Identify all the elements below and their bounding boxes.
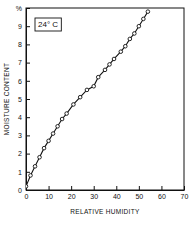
y-tick-mark: [26, 99, 30, 100]
y-axis: 0 1 2 3 4 5 6 7 8 9%: [16, 5, 30, 194]
x-axis: 0 10 20 30 40 50 60 70: [25, 186, 189, 200]
data-point: [142, 17, 146, 21]
data-point: [119, 50, 123, 54]
y-tick: 3: [18, 132, 30, 139]
y-tick-mark: [26, 81, 30, 82]
x-tick-mark: [71, 186, 72, 190]
y-tick-label: %: [16, 5, 22, 12]
x-tick-label: 30: [90, 193, 98, 200]
y-tick-label: 6: [18, 78, 22, 85]
x-tick-label: 0: [25, 193, 29, 200]
x-axis-line: [27, 190, 185, 191]
x-tick: 20: [68, 186, 76, 200]
y-tick: 8: [18, 41, 30, 48]
data-point: [124, 44, 128, 48]
x-tick: 30: [90, 186, 98, 200]
data-point: [146, 10, 150, 14]
y-tick-mark: [26, 135, 30, 136]
x-tick-label: 70: [181, 193, 189, 200]
chart: 0 10 20 30 40 50 60 70 0 1 2 3 4 5 6 7 8 9% 24° C RELATIVE …: [0, 0, 190, 249]
data-point: [78, 95, 82, 99]
x-tick-label: 20: [68, 193, 76, 200]
y-tick-label: 7: [18, 59, 22, 66]
y-tick-mark: [26, 8, 30, 9]
series-line: [26, 12, 148, 187]
data-point: [42, 146, 46, 150]
y-tick-mark: [26, 26, 30, 27]
x-tick: 40: [113, 186, 121, 200]
y-tick-label: 5: [18, 96, 22, 103]
plot: 0 10 20 30 40 50 60 70 0 1 2 3 4 5 6 7 8 9% 24° C: [16, 5, 189, 200]
x-tick-mark: [49, 186, 50, 190]
data-point: [29, 174, 33, 178]
x-tick: 60: [158, 186, 166, 200]
y-tick: %: [16, 5, 30, 12]
y-tick-label: 1: [18, 169, 22, 176]
data-point: [65, 112, 69, 116]
y-tick: 7: [18, 59, 30, 66]
x-tick-mark: [116, 186, 117, 190]
y-tick: 4: [18, 114, 30, 121]
y-tick-mark: [26, 63, 30, 64]
y-tick-mark: [26, 154, 30, 155]
y-tick-mark: [26, 117, 30, 118]
x-axis-title: RELATIVE HUMIDITY: [70, 208, 140, 215]
x-tick-mark: [184, 186, 185, 190]
y-tick: 5: [18, 96, 30, 103]
x-tick-mark: [94, 186, 95, 190]
y-tick-mark: [26, 172, 30, 173]
data-point: [60, 117, 64, 121]
y-tick-label: 4: [18, 114, 22, 121]
data-point: [56, 125, 60, 129]
y-axis-title: MOISTURE CONTENT: [3, 63, 10, 135]
annotation-box: [35, 18, 61, 31]
x-tick-label: 60: [158, 193, 166, 200]
data-point: [26, 185, 28, 189]
y-tick-label: 9: [18, 23, 22, 30]
data-point: [137, 24, 141, 28]
data-point: [133, 32, 137, 36]
data-point: [128, 37, 132, 41]
x-tick: 10: [45, 186, 53, 200]
y-tick-label: 3: [18, 132, 22, 139]
x-tick-label: 40: [113, 193, 121, 200]
data-point: [33, 165, 37, 169]
data-point: [72, 103, 76, 107]
data-point: [38, 155, 42, 159]
annotation-text: 24° C: [38, 20, 58, 29]
x-tick-label: 10: [45, 193, 53, 200]
y-tick-label: 8: [18, 41, 22, 48]
data-layer: [26, 10, 150, 188]
plot-frame: [26, 8, 184, 190]
data-point: [103, 68, 107, 72]
x-tick: 70: [181, 186, 189, 200]
data-point: [51, 132, 55, 136]
data-point: [108, 63, 112, 67]
y-tick-mark: [26, 190, 30, 191]
x-tick-label: 50: [135, 193, 143, 200]
data-point: [47, 139, 51, 143]
y-tick-mark: [26, 44, 30, 45]
x-tick-mark: [161, 186, 162, 190]
x-tick: 50: [135, 186, 143, 200]
data-point: [112, 57, 116, 61]
y-tick: 1: [18, 169, 30, 176]
data-point: [92, 84, 96, 88]
y-tick: 2: [18, 150, 30, 157]
y-tick-label: 0: [18, 187, 22, 194]
data-point: [96, 75, 100, 79]
x-tick-mark: [139, 186, 140, 190]
y-tick: 9: [18, 23, 30, 30]
y-tick: 6: [18, 78, 30, 85]
y-tick: 0: [18, 187, 30, 194]
annotation: 24° C: [35, 18, 61, 31]
data-point: [85, 88, 89, 92]
y-tick-label: 2: [18, 150, 22, 157]
